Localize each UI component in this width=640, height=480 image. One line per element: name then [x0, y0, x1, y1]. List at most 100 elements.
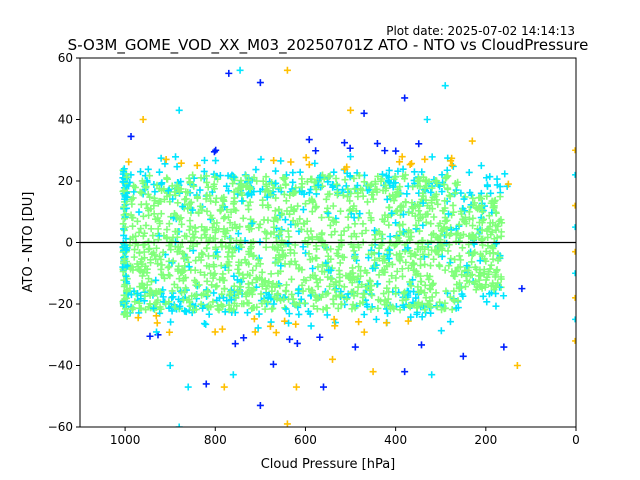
data-point	[360, 310, 368, 318]
data-point	[402, 198, 410, 206]
data-point	[419, 213, 427, 221]
data-point	[572, 316, 576, 323]
data-point	[401, 94, 409, 102]
data-point	[444, 247, 452, 255]
data-point	[272, 179, 280, 187]
data-point	[316, 174, 324, 182]
data-point	[213, 282, 221, 290]
data-point	[349, 205, 357, 213]
data-point	[248, 279, 256, 287]
data-point	[212, 198, 220, 206]
data-point	[441, 204, 449, 212]
data-point	[352, 233, 360, 241]
data-point	[202, 195, 210, 203]
data-point	[364, 254, 372, 262]
data-point	[432, 177, 440, 185]
data-point	[214, 253, 222, 261]
data-point	[476, 257, 484, 265]
data-point	[369, 264, 377, 272]
data-point	[139, 232, 147, 240]
data-point	[446, 192, 454, 200]
data-point	[131, 232, 139, 240]
data-point	[200, 167, 208, 175]
data-point	[312, 292, 320, 300]
data-point	[369, 368, 377, 376]
data-point	[340, 139, 348, 147]
data-point	[264, 201, 272, 209]
data-point	[314, 282, 322, 290]
data-point	[283, 66, 291, 74]
data-point	[305, 250, 313, 258]
data-point	[398, 265, 406, 273]
data-point	[270, 300, 278, 308]
data-point	[483, 192, 491, 200]
data-point	[217, 262, 225, 270]
data-point	[438, 188, 446, 196]
data-point	[209, 298, 217, 306]
data-point	[142, 221, 150, 229]
data-point	[419, 199, 427, 207]
data-point	[436, 298, 444, 306]
data-point	[187, 237, 195, 245]
data-point	[298, 175, 306, 183]
data-point	[190, 174, 198, 182]
data-point	[312, 147, 320, 155]
data-point	[381, 211, 389, 219]
data-point	[207, 197, 215, 205]
data-point	[500, 343, 508, 351]
data-point	[164, 187, 172, 195]
data-point	[152, 276, 160, 284]
data-point	[281, 260, 289, 268]
data-point	[154, 296, 162, 304]
data-point	[346, 144, 354, 152]
data-point	[324, 204, 332, 212]
data-point	[399, 296, 407, 304]
data-point	[243, 309, 251, 317]
data-point	[392, 284, 400, 292]
data-point	[402, 258, 410, 266]
data-point	[294, 202, 302, 210]
data-point	[405, 208, 413, 216]
data-point	[360, 109, 368, 117]
data-point	[345, 207, 353, 215]
data-point	[218, 325, 226, 333]
data-point	[497, 228, 505, 236]
data-point	[199, 304, 207, 312]
data-point	[483, 182, 491, 190]
data-point	[246, 185, 254, 193]
data-point	[475, 203, 483, 211]
data-point	[438, 171, 446, 179]
data-point	[392, 147, 400, 155]
data-point	[449, 162, 457, 170]
data-point	[167, 318, 175, 326]
data-point	[355, 172, 363, 180]
data-point	[340, 253, 348, 261]
data-point	[196, 186, 204, 194]
data-point	[331, 322, 339, 330]
data-point	[360, 328, 368, 336]
data-point	[341, 165, 349, 173]
data-point	[348, 305, 356, 313]
data-point	[203, 207, 211, 215]
data-point	[406, 278, 414, 286]
y-tick-label: −20	[48, 297, 73, 311]
data-point	[285, 319, 293, 327]
data-point	[422, 294, 430, 302]
data-point	[447, 157, 455, 165]
data-point	[322, 195, 330, 203]
data-point	[218, 243, 226, 251]
data-point	[390, 242, 398, 250]
data-point	[415, 140, 423, 148]
data-point	[281, 216, 289, 224]
data-point	[351, 220, 359, 228]
data-point	[477, 250, 485, 258]
data-point	[192, 305, 200, 313]
data-point	[407, 313, 415, 321]
data-point	[404, 317, 412, 325]
data-point	[324, 173, 332, 181]
data-point	[195, 208, 203, 216]
data-point	[386, 232, 394, 240]
data-point	[347, 190, 355, 198]
data-point	[234, 265, 242, 273]
data-point	[440, 181, 448, 189]
